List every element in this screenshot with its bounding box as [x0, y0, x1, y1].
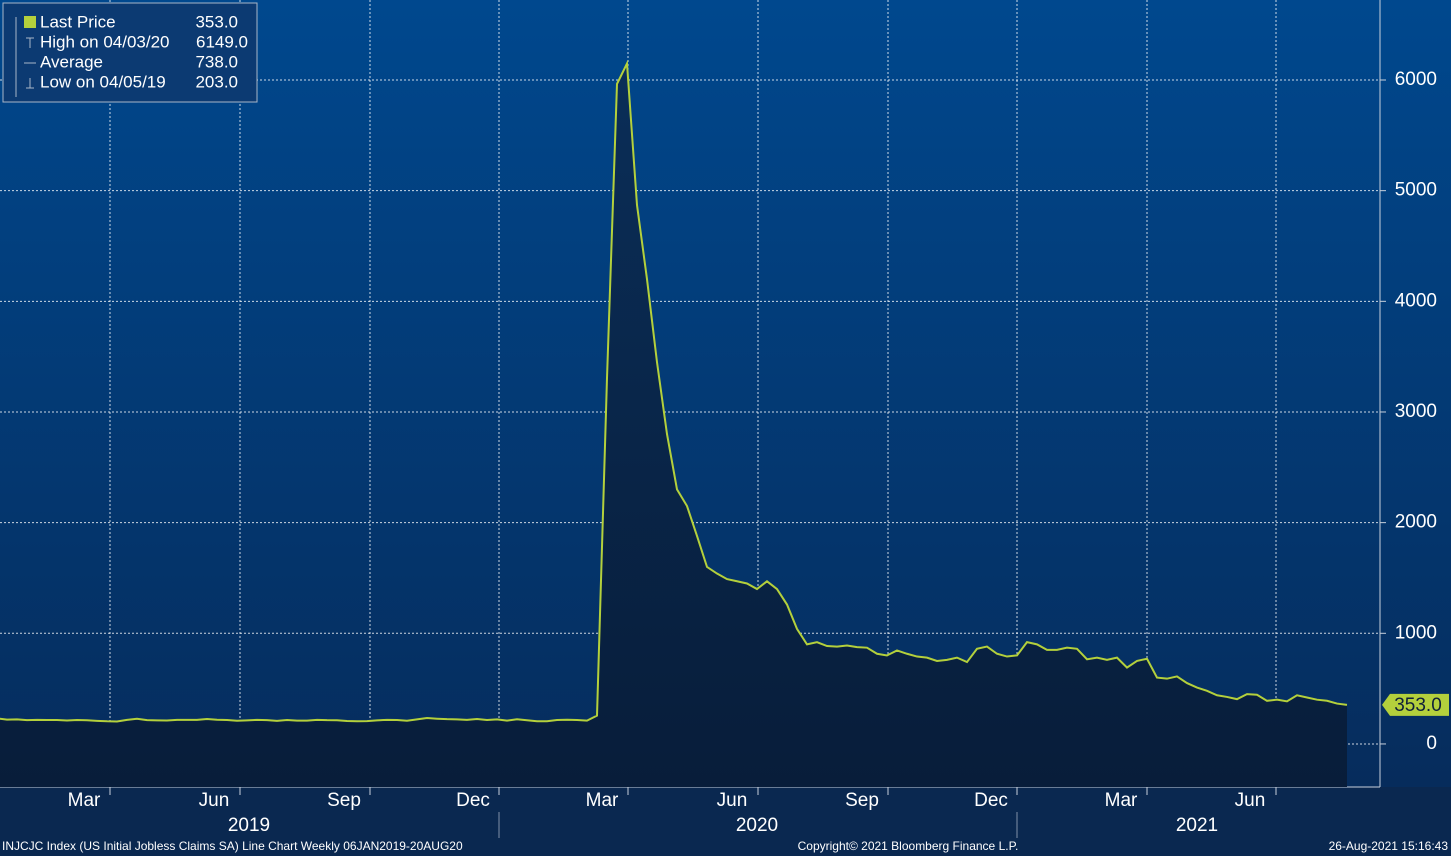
- legend-label: High on 04/03/20: [40, 32, 170, 51]
- x-tick-label: Jun: [199, 790, 230, 811]
- footer-left: INJCJC Index (US Initial Jobless Claims …: [2, 839, 463, 853]
- x-tick-label: Sep: [327, 790, 361, 811]
- y-tick-label: 3000: [1395, 401, 1437, 422]
- axis-background: [0, 787, 1451, 856]
- line: [0, 59, 1348, 723]
- last-price-tag: [1382, 693, 1449, 716]
- last-price-label: 353.0: [1394, 695, 1442, 716]
- legend-label: Low on 04/05/19: [40, 72, 166, 91]
- y-tick-label: 6000: [1395, 69, 1437, 90]
- x-tick-label: Sep: [845, 790, 879, 811]
- x-tick-label: Mar: [68, 790, 101, 811]
- x-tick-label: Dec: [456, 790, 490, 811]
- legend-box: [2, 2, 258, 103]
- y-tick-label: 1000: [1395, 622, 1437, 643]
- y-tick-label: 4000: [1395, 290, 1437, 311]
- x-tick-label: Jun: [717, 790, 748, 811]
- area: [0, 63, 1347, 787]
- x-tick-label: Dec: [974, 790, 1008, 811]
- legend-icons: [15, 17, 36, 97]
- y-tick-label: 2000: [1395, 512, 1437, 533]
- legend-value: 6149.0: [196, 32, 248, 51]
- legend-value: 738.0: [195, 52, 238, 71]
- legend-value: 203.0: [195, 72, 238, 91]
- legend-label: Average: [40, 52, 103, 71]
- x-tick-label: Mar: [586, 790, 619, 811]
- year-label: 2021: [1176, 815, 1218, 836]
- y-tick-label: 0: [1426, 733, 1437, 754]
- footer-center: Copyright© 2021 Bloomberg Finance L.P.: [798, 839, 1019, 853]
- legend-swatch: [24, 16, 36, 28]
- legend: Last Price 353.0 High on 04/03/20 6149.0…: [2, 2, 258, 103]
- legend-label: Last Price: [40, 12, 116, 31]
- x-tick-label: Jun: [1235, 790, 1266, 811]
- y-tick-label: 5000: [1395, 180, 1437, 201]
- year-label: 2019: [228, 815, 270, 836]
- legend-value: 353.0: [195, 12, 238, 31]
- year-label: 2020: [736, 815, 778, 836]
- x-tick-label: Mar: [1105, 790, 1138, 811]
- footer-right: 26-Aug-2021 15:16:43: [1329, 839, 1449, 853]
